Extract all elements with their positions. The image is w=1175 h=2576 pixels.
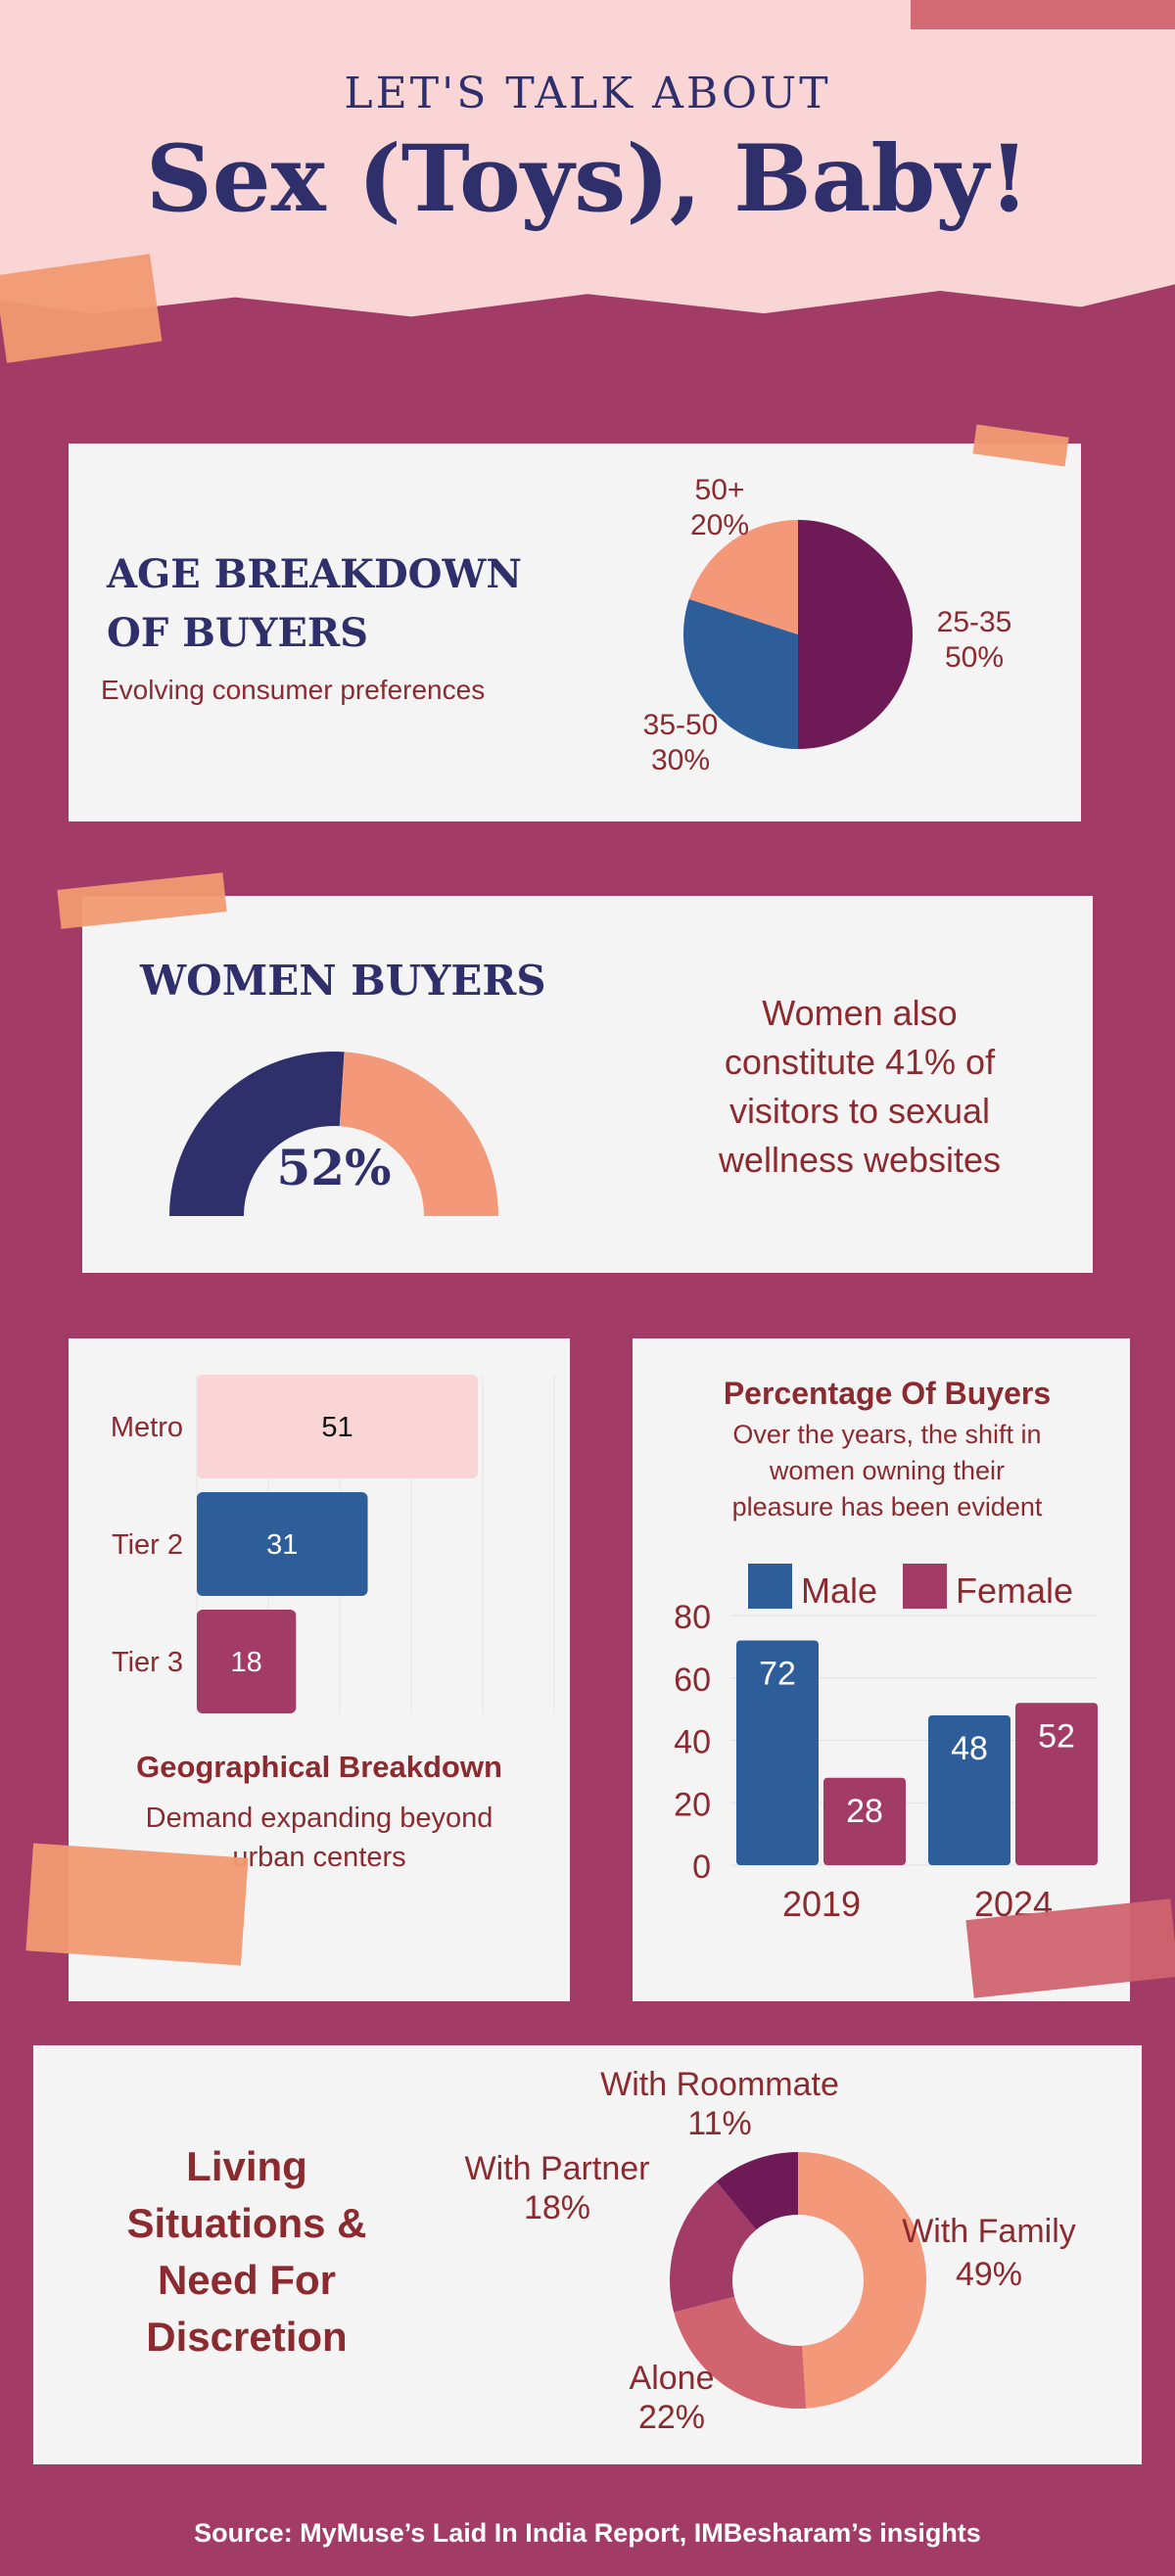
women-value: 52% — [276, 1139, 392, 1196]
bar-female-2024 — [1015, 1703, 1098, 1865]
bar-value-label: 72 — [759, 1656, 796, 1693]
living-situations-card: Living Situations & Need For Discretion Wit… — [33, 2045, 1142, 2464]
geo-bar-chart: Metro 51 Tier 2 31 Tier 3 18 — [111, 1375, 555, 1713]
age-pie-chart — [683, 520, 913, 749]
bar-metro — [197, 1375, 479, 1478]
geo-subtitle: Demand expanding beyond urban centers — [145, 1803, 494, 1873]
bar-category-label: Tier 3 — [112, 1647, 183, 1678]
age-pie-slice-25-35 — [798, 520, 913, 749]
buyers-subtitle: Over the years, the shift in women owning… — [731, 1420, 1043, 1522]
pie-label-35-50: 35-50 30% — [642, 709, 719, 776]
pie-label-50plus: 50+ 20% — [689, 474, 750, 541]
living-title: Living Situations & Need For Discretion — [126, 2143, 367, 2360]
bar-male-2024 — [928, 1715, 1010, 1865]
header-banner — [0, 0, 1175, 317]
buyers-title: Percentage Of Buyers — [723, 1376, 1052, 1411]
bar-male-2019 — [736, 1640, 819, 1865]
age-title-line1: AGE BREAKDOWN — [107, 551, 522, 597]
bar-value-label: 48 — [951, 1730, 988, 1767]
bar-value-label: 18 — [231, 1647, 262, 1678]
women-fact-text: Women also constitute 41% of visitors to s… — [718, 993, 1002, 1180]
women-gauge — [169, 1052, 499, 1216]
y-tick-label: 60 — [674, 1662, 711, 1699]
decorative-tape — [25, 1843, 249, 1966]
bar-value-label: 51 — [321, 1412, 352, 1443]
bar-category-label: Tier 2 — [112, 1529, 183, 1561]
bar-value-label: 31 — [266, 1529, 298, 1561]
y-tick-label: 40 — [674, 1724, 711, 1761]
header-kicker: LET'S TALK ABOUT — [344, 69, 831, 118]
x-tick-label: 2019 — [782, 1884, 861, 1924]
bar-value-label: 52 — [1038, 1717, 1075, 1755]
pie-label-25-35: 25-35 50% — [936, 606, 1012, 674]
women-buyers-card: WOMEN BUYERS 52% Women also constitute 41… — [82, 896, 1093, 1273]
geo-title: Geographical Breakdown — [136, 1750, 502, 1784]
donut-label-roommate: With Roommate 11% — [600, 2066, 839, 2142]
age-pie-slice-50- — [688, 520, 798, 634]
y-tick-label: 0 — [692, 1849, 711, 1886]
donut-label-family: With Family 49% — [902, 2213, 1076, 2293]
bar-category-label: Metro — [111, 1412, 183, 1443]
bar-female-2019 — [823, 1777, 906, 1865]
donut-label-alone: Alone 22% — [629, 2360, 715, 2436]
donut-slice-with-roommate — [716, 2152, 798, 2230]
gauge-fill-women — [169, 1052, 345, 1216]
age-subtitle: Evolving consumer preferences — [101, 675, 486, 705]
y-tick-label: 20 — [674, 1786, 711, 1823]
women-title: WOMEN BUYERS — [140, 957, 546, 1005]
donut-slice-with-family — [798, 2152, 926, 2409]
legend-label-male: Male — [801, 1570, 877, 1611]
donut-slice-with-partner — [670, 2181, 757, 2313]
age-pie-slice-35-50 — [683, 598, 798, 749]
donut-slice-alone — [674, 2296, 807, 2409]
legend-swatch-male — [748, 1564, 792, 1609]
bar-tier-3 — [197, 1610, 297, 1713]
y-tick-label: 80 — [674, 1599, 711, 1636]
donut-label-partner: With Partner 18% — [464, 2150, 650, 2226]
bar-tier-2 — [197, 1492, 368, 1596]
gauge-fill-rest — [339, 1052, 499, 1216]
age-title-line2: OF BUYERS — [107, 610, 369, 656]
page-title: Sex (Toys), Baby! — [145, 125, 1030, 233]
legend-swatch-female — [903, 1564, 947, 1609]
legend-label-female: Female — [956, 1570, 1073, 1611]
buyers-percentage-card: Percentage Of Buyers Over the years, the… — [633, 1338, 1130, 2001]
bar-value-label: 28 — [846, 1793, 883, 1830]
living-donut-chart — [670, 2152, 926, 2409]
source-footer: Source: MyMuse’s Laid In India Report, I… — [194, 2518, 981, 2548]
age-breakdown-card: AGE BREAKDOWN OF BUYERS Evolving consume… — [69, 444, 1081, 821]
decorative-tape — [911, 0, 1175, 29]
